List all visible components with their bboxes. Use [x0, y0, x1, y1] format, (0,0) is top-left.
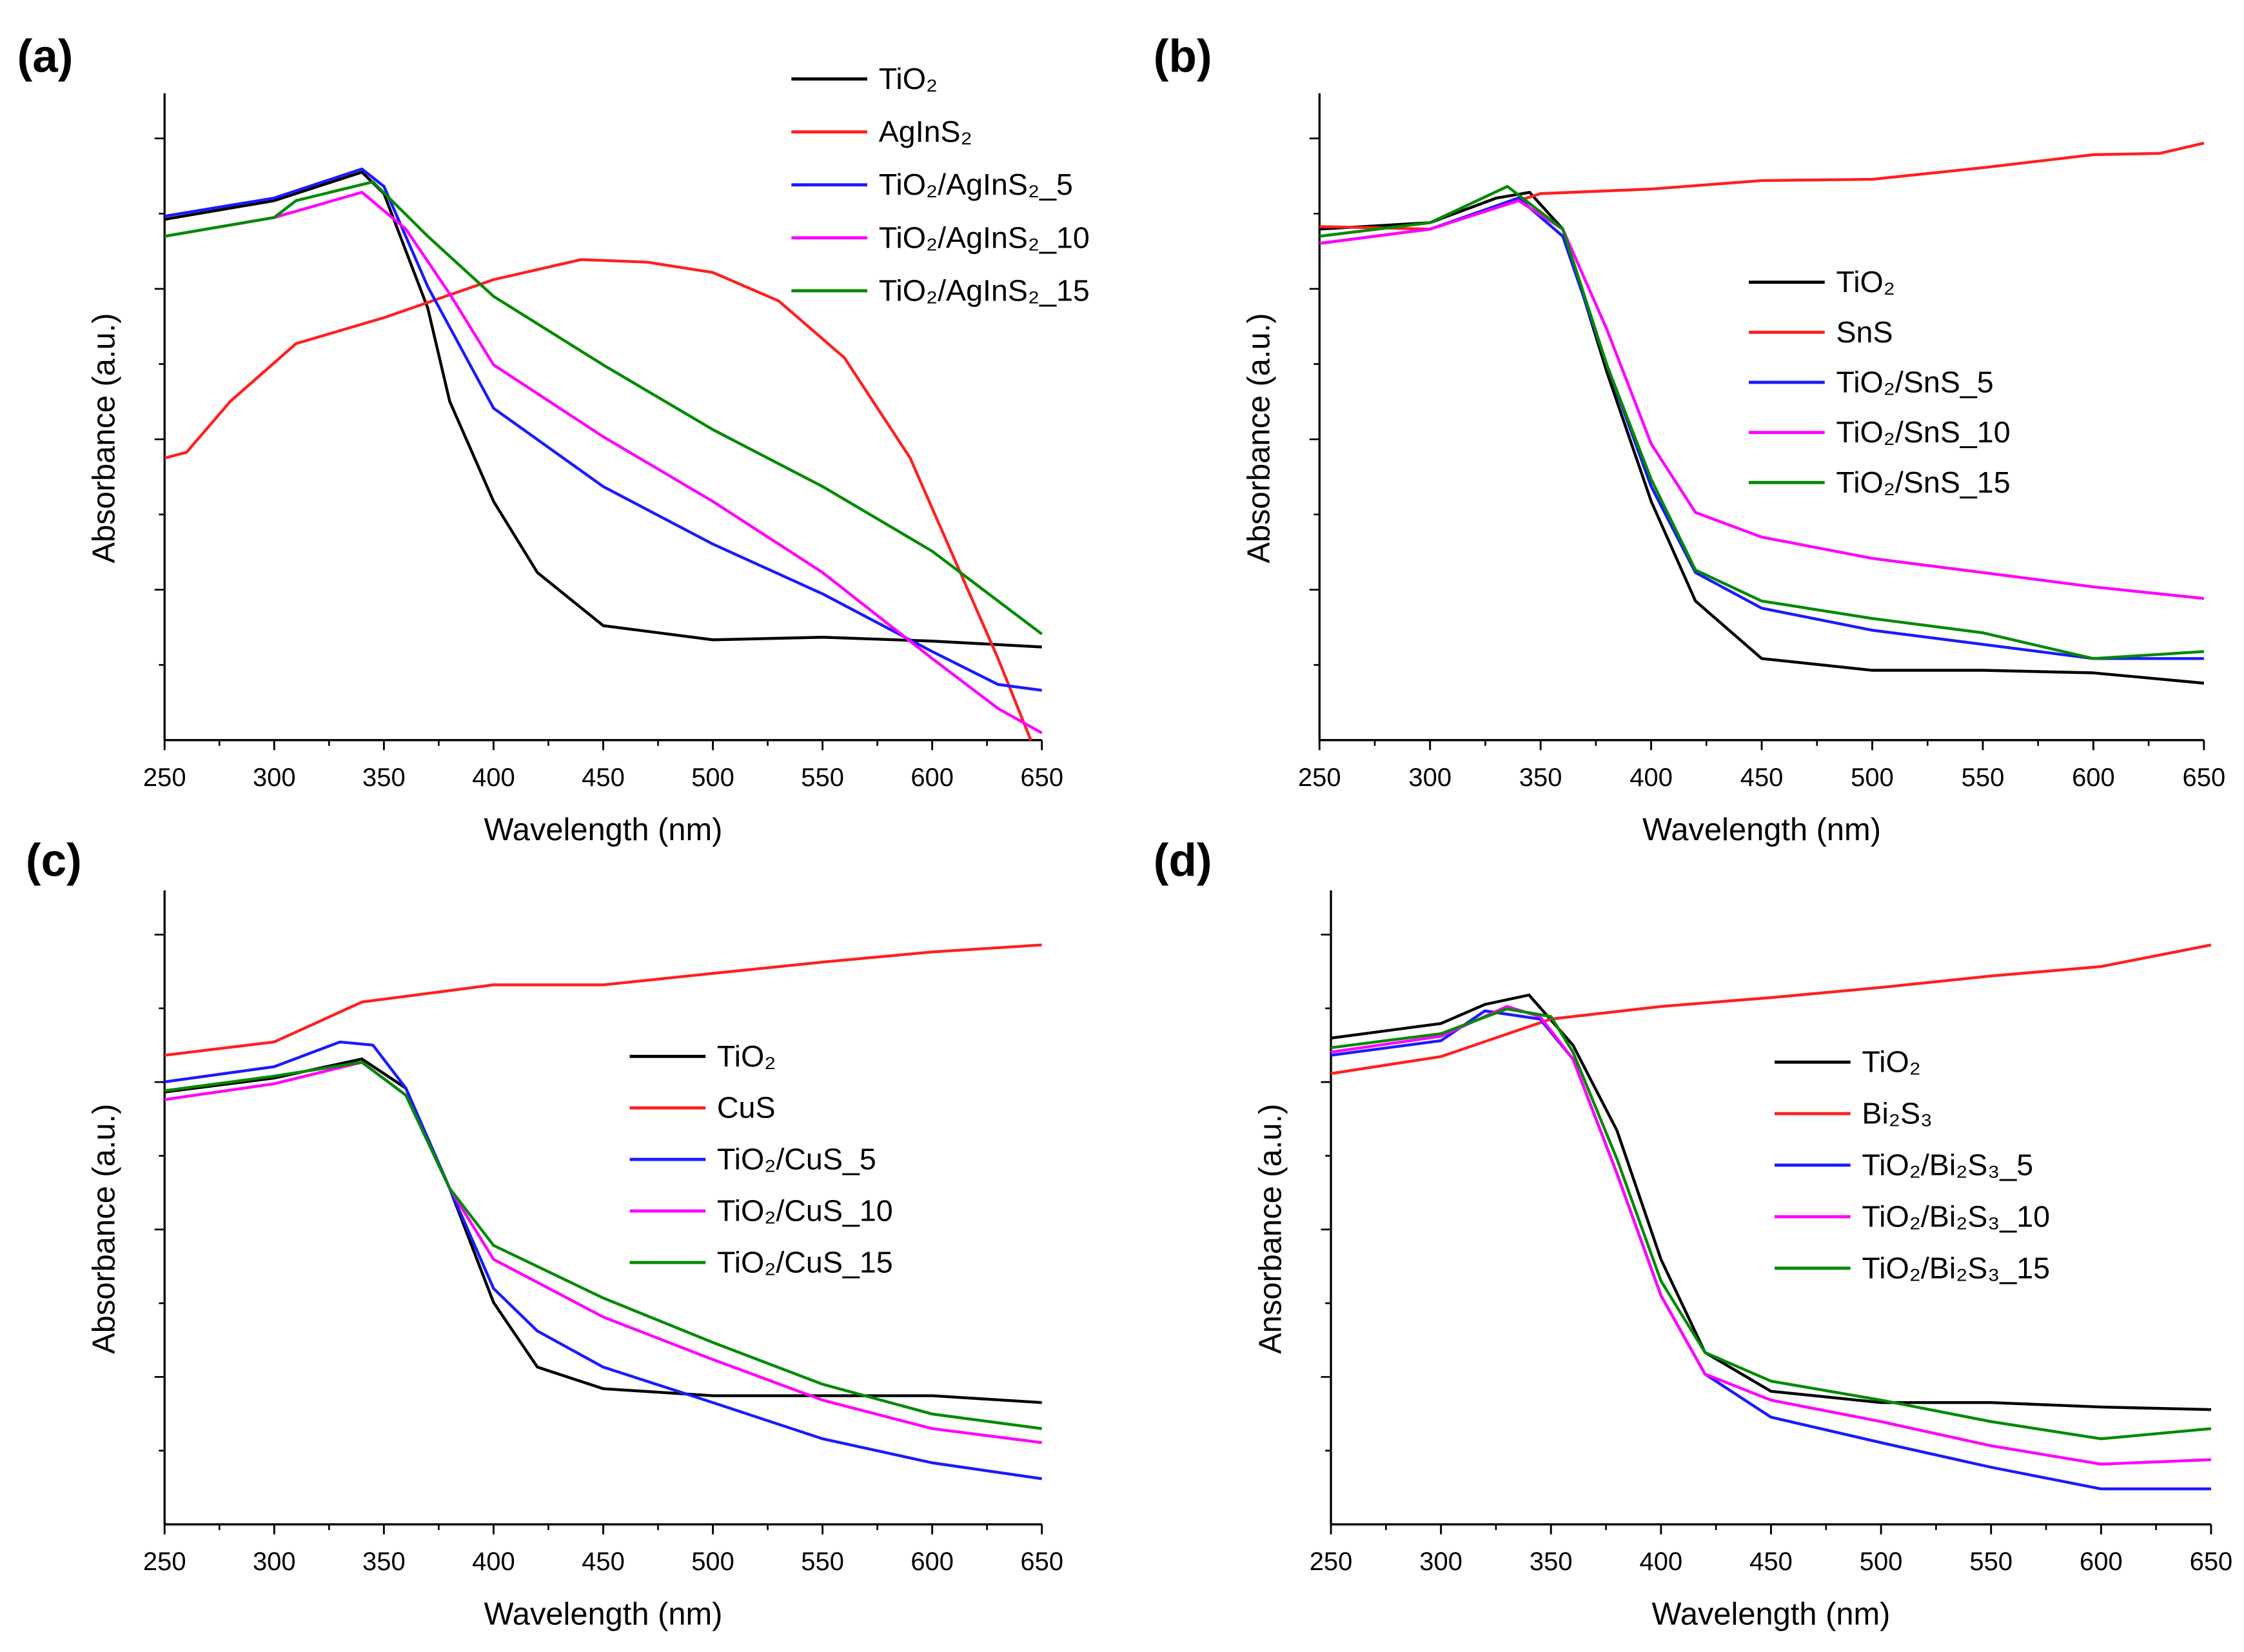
x-tick-label: 250 — [1298, 763, 1341, 792]
series-line-1 — [164, 943, 1042, 1057]
panel-a: (a) 250 300 350 400 450 500 550 600 650 Wavelength… — [17, 31, 1090, 847]
legend-label: TiO₂/Bi₂S₃_10 — [1862, 1199, 2050, 1233]
series-line-0 — [164, 170, 1042, 649]
y-axis-title: Absorbance (a.u.) — [1242, 313, 1277, 564]
legend-label: SnS — [1836, 315, 1893, 349]
x-tick-label: 500 — [1860, 1548, 1903, 1576]
x-tick-label: 350 — [362, 1548, 406, 1576]
legend-label: TiO₂/AgInS₂_5 — [879, 168, 1073, 201]
series-line-4 — [164, 180, 1043, 636]
legend-label: TiO₂/AgInS₂_15 — [879, 273, 1090, 307]
x-tick-label: 400 — [472, 763, 515, 792]
legend-label: CuS — [717, 1091, 776, 1125]
x-tick-label: 300 — [1408, 763, 1452, 792]
x-tick-label: 450 — [1740, 763, 1784, 792]
legend-label: TiO₂/Bi₂S₃_5 — [1862, 1148, 2033, 1182]
legend-label: TiO₂ — [879, 62, 938, 95]
legend-label: TiO₂/CuS_5 — [717, 1143, 876, 1176]
x-tick-label: 450 — [582, 763, 625, 792]
x-axis-title: Wavelength (nm) — [1652, 1597, 1891, 1631]
x-tick-label: 600 — [910, 763, 954, 792]
panel-label: (c) — [26, 836, 82, 887]
x-tick-label: 300 — [1419, 1548, 1462, 1576]
x-tick-label: 300 — [253, 763, 296, 792]
x-axis-title: Wavelength (nm) — [484, 812, 723, 847]
x-tick-label: 350 — [362, 763, 406, 792]
x-tick-label: 550 — [801, 763, 844, 792]
x-tick-label: 550 — [801, 1548, 844, 1576]
series-line-2 — [1330, 1009, 2211, 1491]
x-tick-label: 600 — [910, 1548, 954, 1576]
legend-label: TiO₂ — [1862, 1045, 1920, 1079]
series-line-1 — [1319, 141, 2205, 231]
series-line-4 — [164, 1061, 1043, 1430]
panel-c: (c) 250 300 350 400 450 500 550 600 650 Wavelength… — [26, 836, 1063, 1632]
x-tick-label: 350 — [1530, 1548, 1573, 1576]
series-line-4 — [1330, 1007, 2212, 1441]
x-tick-label: 600 — [2080, 1548, 2123, 1576]
legend-label: TiO₂ — [1836, 265, 1895, 299]
x-tick-label: 550 — [1962, 763, 2005, 792]
legend-label: TiO₂/SnS_5 — [1836, 366, 1993, 399]
series-line-2 — [164, 167, 1043, 692]
x-tick-label: 600 — [2072, 763, 2115, 792]
panel-label: (d) — [1154, 836, 1212, 887]
panel-d: (d) 250 300 350 400 450 500 550 600 650 Wavelength… — [1154, 836, 2232, 1632]
x-tick-label: 500 — [691, 1548, 734, 1576]
panel-b: (b) 250 300 350 400 450 500 550 600 650 Wavelength… — [1154, 31, 2225, 847]
panel-label: (b) — [1154, 31, 1212, 82]
series-line-4 — [1319, 184, 2204, 660]
x-tick-label: 500 — [691, 763, 734, 792]
series-line-2 — [1319, 196, 2204, 660]
x-tick-label: 250 — [143, 1548, 186, 1576]
x-axis-title: Wavelength (nm) — [1642, 812, 1881, 847]
legend-label: TiO₂/CuS_15 — [717, 1245, 893, 1279]
x-tick-label: 450 — [582, 1548, 625, 1576]
series-line-2 — [164, 1040, 1043, 1480]
x-tick-label: 500 — [1851, 763, 1894, 792]
series-line-0 — [164, 1057, 1042, 1404]
series-line-3 — [1330, 1005, 2212, 1466]
series-line-0 — [1319, 191, 2205, 685]
x-tick-label: 550 — [1969, 1548, 2013, 1576]
legend-label: TiO₂/Bi₂S₃_15 — [1862, 1251, 2050, 1284]
series-line-3 — [164, 1061, 1042, 1444]
x-tick-label: 650 — [2190, 1548, 2233, 1576]
series-line-0 — [1330, 993, 2212, 1411]
series-line-3 — [164, 191, 1043, 734]
y-axis-title: Ansorbance (a.u.) — [1253, 1104, 1288, 1354]
legend-label: TiO₂/SnS_10 — [1836, 415, 2010, 449]
x-tick-label: 350 — [1519, 763, 1562, 792]
legend-label: TiO₂/AgInS₂_10 — [879, 221, 1090, 254]
legend-label: AgInS₂ — [879, 115, 972, 148]
legend-label: Bi₂S₃ — [1862, 1097, 1933, 1130]
x-tick-label: 400 — [1640, 1548, 1683, 1576]
x-tick-label: 400 — [472, 1548, 515, 1576]
x-tick-label: 650 — [1020, 1548, 1063, 1576]
y-axis-title: Absorbance (a.u.) — [87, 1104, 122, 1354]
panel-label: (a) — [17, 31, 74, 82]
x-tick-label: 250 — [143, 763, 186, 792]
legend-label: TiO₂/SnS_15 — [1836, 466, 2010, 499]
x-tick-label: 250 — [1310, 1548, 1353, 1576]
x-tick-label: 650 — [2183, 763, 2226, 792]
legend-label: TiO₂ — [717, 1039, 776, 1073]
series-line-1 — [1330, 943, 2212, 1076]
x-axis-title: Wavelength (nm) — [484, 1597, 723, 1631]
y-axis-title: Absorbance (a.u.) — [87, 313, 122, 564]
series-line-1 — [164, 258, 1032, 741]
legend-label: TiO₂/CuS_10 — [717, 1194, 893, 1228]
x-tick-label: 450 — [1749, 1548, 1793, 1576]
x-tick-label: 300 — [253, 1548, 296, 1576]
x-tick-label: 400 — [1629, 763, 1673, 792]
x-tick-label: 650 — [1020, 763, 1063, 792]
series-line-3 — [1319, 199, 2205, 600]
